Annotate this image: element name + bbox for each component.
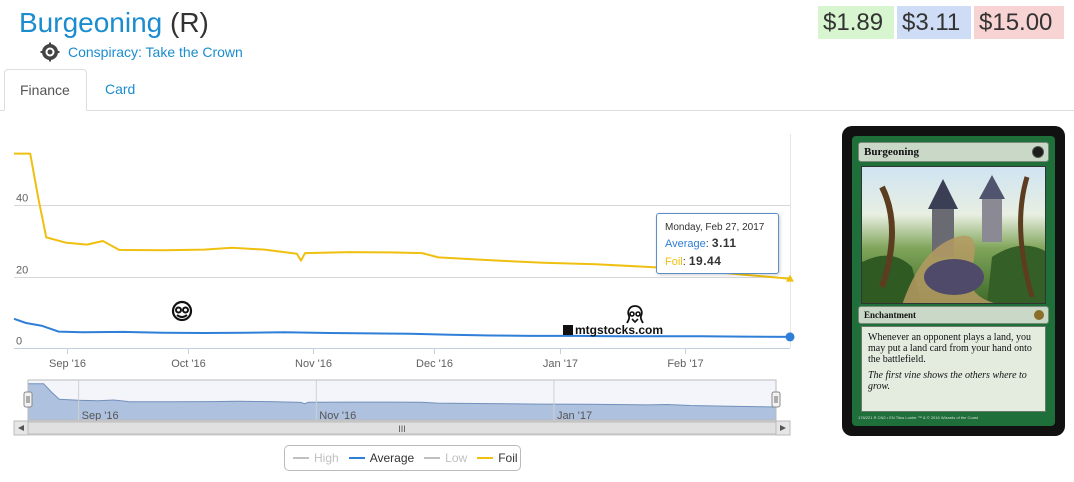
series-marker-average — [785, 332, 795, 342]
set-symbol-icon — [1034, 310, 1044, 320]
x-tick-label: Dec '16 — [416, 358, 453, 370]
navigator-label: Nov '16 — [319, 410, 356, 422]
navigator-right-handle[interactable] — [771, 391, 781, 408]
green-mana-icon — [1032, 146, 1044, 158]
legend-item-high[interactable]: High — [293, 451, 339, 465]
watermark: mtgstocks.com — [563, 323, 663, 337]
legend-item-low[interactable]: Low — [424, 451, 467, 465]
legend-item-average[interactable]: Average — [348, 451, 414, 465]
scroll-right-arrow-icon — [780, 425, 786, 431]
chart-tooltip: Monday, Feb 27, 2017 Average: 3.11 Foil:… — [656, 213, 779, 274]
card-name[interactable]: Burgeoning — [19, 7, 163, 38]
set-name-link[interactable]: Conspiracy: Take the Crown — [68, 44, 243, 60]
y-tick-label: 0 — [16, 336, 22, 348]
legend-item-foil[interactable]: Foil — [477, 451, 518, 465]
legend-line — [293, 457, 309, 459]
mtgstocks-logo-icon — [563, 325, 573, 335]
tab-finance[interactable]: Finance — [4, 69, 87, 111]
scroll-left-arrow-icon — [18, 425, 24, 431]
tooltip-date: Monday, Feb 27, 2017 — [665, 222, 765, 233]
x-tick-label: Nov '16 — [295, 358, 332, 370]
card-footer: 178/221 R CN2 • EN Titus Lunter ™ & © 20… — [858, 415, 978, 420]
card-rules-text: Whenever an opponent plays a land, you m… — [868, 332, 1032, 365]
conspiracy-set-icon — [40, 42, 60, 62]
card-image: Burgeoning Enchantment Whenever an oppon — [842, 126, 1065, 436]
navigator-label: Jan '17 — [557, 410, 592, 422]
scrollbar-grip: III — [398, 424, 406, 434]
series-line-foil[interactable] — [14, 152, 791, 280]
series-marker-foil — [786, 274, 794, 282]
card-art — [861, 166, 1046, 304]
card-face: Burgeoning Enchantment Whenever an oppon — [852, 136, 1055, 426]
price-average: $3.11 — [897, 6, 971, 39]
x-tick-label: Oct '16 — [171, 358, 206, 370]
price-low: $1.89 — [818, 6, 894, 39]
card-image-title: Burgeoning — [858, 142, 1049, 162]
legend-line — [348, 457, 365, 459]
price-history-chart[interactable]: 0 20 40 Sep '16 Oct '16 Nov '16 Dec '16 Jan '1… — [0, 118, 800, 443]
price-foil: $15.00 — [974, 6, 1064, 39]
y-tick-label: 20 — [16, 265, 28, 277]
tab-card[interactable]: Card — [105, 81, 136, 97]
event-marker-icon — [171, 300, 193, 322]
event-marker-icon — [626, 305, 644, 324]
navigator-selection[interactable] — [27, 379, 777, 421]
tooltip-foil: Foil: 19.44 — [665, 254, 722, 268]
x-tick-label: Sep '16 — [49, 358, 86, 370]
card-flavor-text: The first vine shows the others where to… — [868, 370, 1027, 392]
set-line: Conspiracy: Take the Crown — [40, 42, 243, 62]
legend-line — [424, 457, 441, 459]
tab-bar: Finance Card — [0, 69, 1074, 111]
navigator-series — [27, 383, 777, 421]
y-tick-label: 40 — [16, 193, 28, 205]
legend-line — [477, 457, 494, 459]
card-title: Burgeoning (R) — [19, 6, 209, 40]
chart-legend: High Average Low Foil — [284, 445, 521, 471]
navigator-label: Sep '16 — [82, 410, 119, 422]
x-tick-label: Feb '17 — [667, 358, 703, 370]
card-type-line: Enchantment — [858, 306, 1049, 324]
series-line-average[interactable] — [13, 317, 791, 338]
card-rarity: (R) — [170, 7, 209, 38]
x-tick-label: Jan '17 — [543, 358, 578, 370]
navigator-left-handle[interactable] — [23, 391, 33, 408]
card-text-box: Whenever an opponent plays a land, you m… — [861, 326, 1046, 412]
tooltip-average: Average: 3.11 — [665, 236, 737, 250]
